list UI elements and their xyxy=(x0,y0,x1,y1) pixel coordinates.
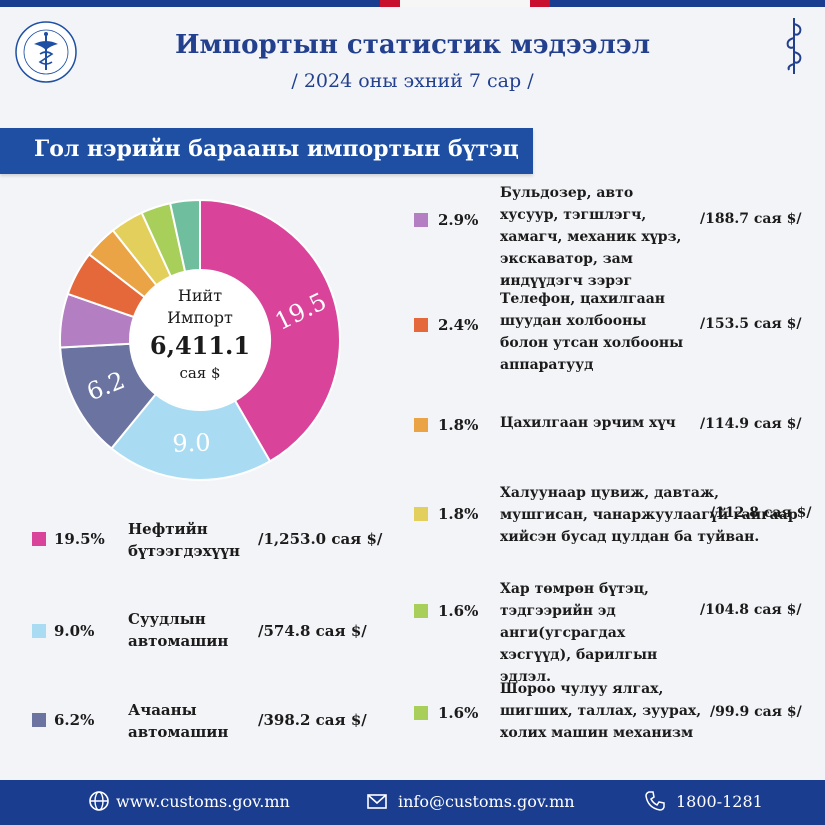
legend-amount: /1,253.0 сая $/ xyxy=(258,530,383,548)
legend-pct: 1.6% xyxy=(438,704,479,722)
donut-chart: 19.59.06.2 xyxy=(59,198,341,481)
legend-pct: 1.8% xyxy=(438,416,479,434)
legend-pct: 9.0% xyxy=(54,622,95,640)
legend-name: Халуунаар цувиж, давтаж, мушгисан, чанар… xyxy=(500,485,798,545)
center-label-import: Импорт xyxy=(167,308,233,327)
legend-amount: /104.8 сая $/ xyxy=(700,602,802,618)
center-total-value: 6,411.1 xyxy=(149,331,251,360)
legend-pct: 2.9% xyxy=(438,211,479,229)
legend-swatch-steel-bars xyxy=(414,507,428,521)
legend-pct: 2.4% xyxy=(438,316,479,334)
footer-website-link[interactable]: www.customs.gov.mn xyxy=(116,792,290,811)
legend-amount: /188.7 сая $/ xyxy=(700,211,802,227)
legend-swatch-telephones xyxy=(414,318,428,332)
top-stripe xyxy=(0,0,825,7)
footer-phone[interactable]: 1800-1281 xyxy=(676,792,763,811)
donut-slice-label: 9.0 xyxy=(172,429,211,458)
mongol-script-icon xyxy=(786,18,802,74)
section-header: Гол нэрийн барааны импортын бүтэц xyxy=(0,128,533,174)
section-title: Гол нэрийн барааны импортын бүтэц xyxy=(34,136,519,162)
mail-icon xyxy=(367,794,387,809)
page-subtitle: / 2024 оны эхний 7 сар / xyxy=(291,70,534,92)
page-title: Импортын статистик мэдээлэл xyxy=(174,30,651,60)
legend-swatch-bulldozers xyxy=(414,213,428,227)
legend-name: Шороо чулуу ялгах, шигших, таллах, зуура… xyxy=(500,681,702,741)
legend-pct: 1.8% xyxy=(438,505,479,523)
footer: www.customs.gov.mn info@customs.gov.mn 1… xyxy=(0,780,825,825)
center-label-total: Нийт xyxy=(177,286,223,305)
legend-name: Ачааны автомашин xyxy=(128,701,229,741)
donut-slice xyxy=(199,198,341,463)
donut-hole xyxy=(131,271,269,409)
legend-name: Телефон, цахилгаан шуудан холбооны болон… xyxy=(500,291,684,373)
legend-amount: /99.9 сая $/ xyxy=(710,704,802,720)
legend-swatch-petroleum xyxy=(32,532,46,546)
legend-amount: /153.5 сая $/ xyxy=(700,316,802,332)
phone-icon xyxy=(645,791,665,811)
legend-swatch-sorting-machines xyxy=(414,706,428,720)
globe-icon xyxy=(89,791,109,811)
legend-swatch-iron-structures xyxy=(414,604,428,618)
legend-name: Бульдозер, авто хусуур, тэгшлэгч, хамагч… xyxy=(500,185,682,289)
legend-swatch-electricity xyxy=(414,418,428,432)
legend-name: Цахилгаан эрчим хүч xyxy=(500,415,676,431)
legend-amount: /574.8 сая $/ xyxy=(258,622,367,640)
legend-pct: 6.2% xyxy=(54,711,95,729)
customs-logo xyxy=(15,21,77,83)
donut-slice xyxy=(168,198,201,273)
legend-pct: 19.5% xyxy=(54,530,105,548)
legend-name: Суудлын автомашин xyxy=(128,610,229,650)
legend-amount: /112.8 сая $/ xyxy=(710,505,812,521)
footer-email-link[interactable]: info@customs.gov.mn xyxy=(398,792,575,811)
legend-swatch-trucks xyxy=(32,713,46,727)
center-unit: сая $ xyxy=(179,364,221,382)
legend-name: Нефтийн бүтээгдэхүүн xyxy=(128,520,240,560)
legend-amount: /114.9 сая $/ xyxy=(700,416,802,432)
donut-center: Нийт Импорт 6,411.1 сая $ xyxy=(130,285,270,383)
legend-name: Хар төмрөн бүтэц, тэдгээрийн эд анги(угс… xyxy=(500,581,658,685)
legend-swatch-passenger-cars xyxy=(32,624,46,638)
donut-slice xyxy=(110,392,272,481)
legend-pct: 1.6% xyxy=(438,602,479,620)
legend-amount: /398.2 сая $/ xyxy=(258,711,367,729)
